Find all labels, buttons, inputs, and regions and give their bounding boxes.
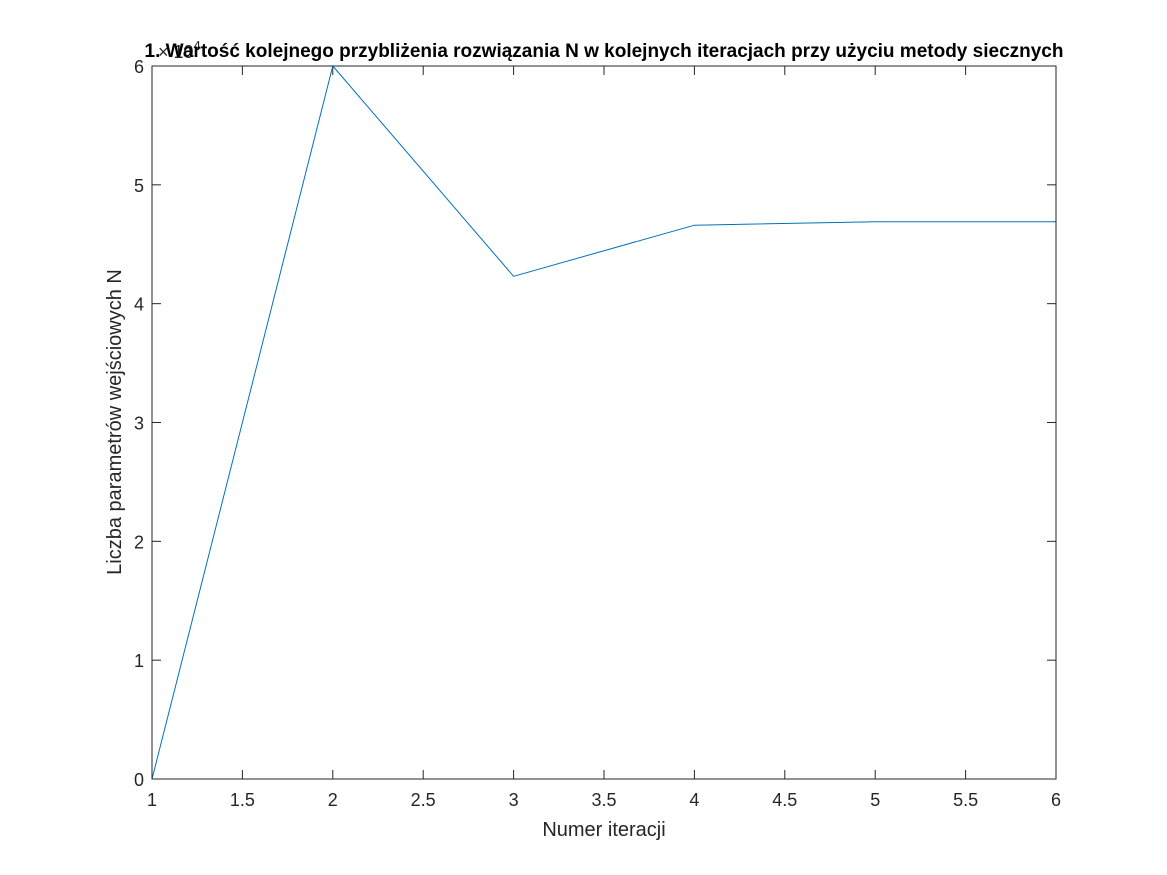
x-tick-label: 6: [1051, 790, 1061, 810]
y-tick-label: 4: [134, 295, 144, 315]
y-tick-label: 0: [134, 770, 144, 790]
y-exponent-base: × 10: [158, 42, 194, 62]
axes-box: [151, 65, 1057, 780]
plot-area: [152, 66, 1056, 779]
y-axis-label: Liczba parametrów wejściowych N: [104, 269, 126, 575]
y-tick-label: 1: [134, 651, 144, 671]
y-exponent-label: × 104: [158, 38, 201, 62]
x-tick-label: 1.5: [230, 790, 255, 810]
x-axis-label: Numer iteracji: [542, 819, 665, 841]
x-tick-label: 3: [509, 790, 519, 810]
x-tick-label: 2.5: [411, 790, 436, 810]
y-tick-label: 2: [134, 532, 144, 552]
series: [151, 65, 1056, 780]
x-tick-labels: 1 1.5 2 2.5 3 3.5 4 4.5 5 5.5 6: [147, 790, 1061, 810]
x-tick-label: 4.5: [772, 790, 797, 810]
x-tick-label: 2: [328, 790, 338, 810]
x-tick-label: 5.5: [953, 790, 978, 810]
y-tick-label: 3: [134, 414, 144, 434]
x-tick-label: 4: [689, 790, 699, 810]
x-tick-label: 5: [870, 790, 880, 810]
y-tick-labels: 0 1 2 3 4 5 6: [134, 57, 144, 790]
x-tick-label: 1: [147, 790, 157, 810]
chart-title: 1. Wartość kolejnego przybliżenia rozwią…: [145, 41, 1064, 62]
series-line: [151, 65, 1056, 780]
y-tick-label: 6: [134, 57, 144, 77]
y-tick-label: 5: [134, 176, 144, 196]
y-exponent-power: 4: [194, 38, 201, 53]
x-tick-label: 3.5: [591, 790, 616, 810]
